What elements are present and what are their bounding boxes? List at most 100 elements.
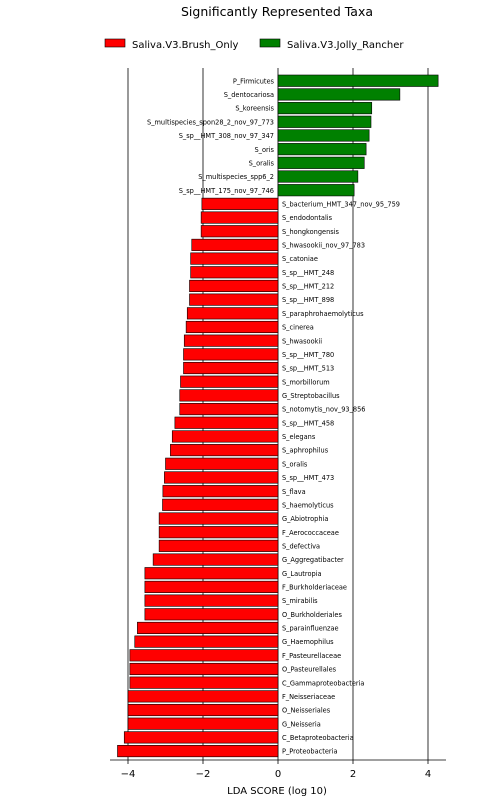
bar-S_dentocariosa [277,88,401,101]
category-label-S_parainfluenzae: S_parainfluenzae [282,625,339,633]
category-label-S_multispecies_spp6_2: S_multispecies_spp6_2 [198,173,274,181]
category-label-S_sp__HMT_780: S_sp__HMT_780 [282,351,334,359]
bar-P_Proteobacteria [117,745,279,758]
category-label-F_Pasteurellaceae: F_Pasteurellaceae [282,652,341,660]
x-axis-label: LDA SCORE (log 10) [227,786,327,797]
category-label-S_cinerea: S_cinerea [282,324,314,332]
bar-G_Abiotrophia [158,512,279,525]
category-label-S_sp__HMT_513: S_sp__HMT_513 [282,365,334,373]
category-label-G_Lautropia: G_Lautropia [282,570,322,578]
chart-title: Significantly Represented Taxa [181,4,373,19]
bar-S_sp__HMT_458 [174,416,279,429]
bar-S_elegans [171,430,279,443]
x-tick-label-1: −2 [196,769,211,780]
bar-S_parainfluenzae [137,621,279,635]
category-label-S_koreensis: S_koreensis [235,105,274,113]
category-label-S_endodontalis: S_endodontalis [282,214,333,222]
bars [117,74,439,758]
bar-S_sp__HMT_248 [190,266,279,279]
bar-F_Burkholderiaceae [144,580,279,593]
category-label-S_sp__HMT_308_nov_97_347: S_sp__HMT_308_nov_97_347 [179,132,274,140]
category-label-S_sp__HMT_458: S_sp__HMT_458 [282,419,334,427]
bar-P_Firmicutes [277,74,439,87]
category-label-S_bacterium_HMT_347_nov_95_759: S_bacterium_HMT_347_nov_95_759 [282,200,400,208]
bar-S_paraphrohaemolyticus [186,307,279,320]
bar-S_oris [277,143,367,156]
x-tick-label-0: −4 [121,769,136,780]
bar-S_sp__HMT_513 [183,361,279,375]
bar-S_notomytis_nov_93_856 [179,403,279,416]
category-label-S_oris: S_oris [255,146,275,154]
bar-S_sp__HMT_780 [183,348,279,361]
bar-C_Betaproteobacteria [123,731,279,744]
category-label-F_Aerococcaceae: F_Aerococcaceae [282,529,339,537]
bar-G_Neisseria [127,717,279,730]
category-label-S_paraphrohaemolyticus: S_paraphrohaemolyticus [282,310,364,318]
bar-S_hongkongensis [200,225,279,238]
bar-S_oralis [277,156,365,169]
legend-label-brush-only: Saliva.V3.Brush_Only [132,40,238,51]
category-label-C_Betaproteobacteria: C_Betaproteobacteria [282,734,354,742]
category-label-S_hwasookii_nov_97_783: S_hwasookii_nov_97_783 [282,242,365,250]
bar-C_Gammaproteobacteria [129,676,279,689]
bar-S_mirabilis [144,594,279,607]
bar-S_multispecies_spon28_2_nov_97_773 [277,115,372,128]
x-tick-label-2: 0 [275,769,281,780]
x-tick-label-3: 2 [350,769,356,780]
category-label-S_morbillorum: S_morbillorum [282,378,330,386]
bar-S_morbillorum [180,375,279,388]
bar-S_sp__HMT_473 [164,471,279,484]
category-label-O_Burkholderiales: O_Burkholderiales [282,611,342,619]
bar-S_sp__HMT_898 [189,293,279,306]
bar-F_Neisseriaceae [127,690,279,703]
bar-G_Lautropia [144,567,279,580]
bar-S_haemolyticus [162,498,279,511]
category-label-S_sp__HMT_175_nov_97_746: S_sp__HMT_175_nov_97_746 [179,187,274,195]
category-label-S_oralis: S_oralis [249,159,275,167]
bar-S_endodontalis [200,211,279,224]
category-label-F_Neisseriaceae: F_Neisseriaceae [282,693,335,701]
bar-G_Streptobacillus [179,389,279,402]
category-label-S_defectiva: S_defectiva [282,542,320,550]
category-label-S_sp__HMT_473: S_sp__HMT_473 [282,474,334,482]
bar-S_defectiva [158,539,279,552]
category-label-F_Burkholderiaceae: F_Burkholderiaceae [282,584,347,592]
category-label-S_elegans: S_elegans [282,433,316,441]
legend-label-jolly-rancher: Saliva.V3.Jolly_Rancher [287,40,404,51]
category-label-S_sp__HMT_212: S_sp__HMT_212 [282,283,334,291]
category-label-S_catoniae: S_catoniae [282,255,318,263]
category-label-S_haemolyticus: S_haemolyticus [282,501,334,509]
legend: Saliva.V3.Brush_Only Saliva.V3.Jolly_Ran… [104,38,404,51]
legend-swatch-brush-only [104,38,126,48]
bar-O_Burkholderiales [144,608,279,621]
category-label-S_aphrophilus: S_aphrophilus [282,447,329,455]
bar-S_sp__HMT_308_nov_97_347 [277,129,370,142]
category-label-S_oralis: S_oralis [282,460,308,468]
category-label-S_mirabilis: S_mirabilis [282,597,318,605]
bar-O_Pasteurellales [129,662,279,676]
category-label-S_dentocariosa: S_dentocariosa [224,91,274,99]
category-label-O_Pasteurellales: O_Pasteurellales [282,666,337,674]
x-tick-label-4: 4 [425,769,431,780]
bar-S_multispecies_spp6_2 [277,170,359,183]
category-label-O_Neisseriales: O_Neisseriales [282,707,331,715]
bar-F_Aerococcaceae [158,526,279,539]
bar-O_Neisseriales [127,703,279,717]
bar-S_hwasookii_nov_97_783 [191,238,279,251]
category-label-G_Haemophilus: G_Haemophilus [282,638,334,646]
category-labels: P_Firmicutes S_dentocariosa S_koreensis S_m… [147,77,400,755]
category-label-P_Proteobacteria: P_Proteobacteria [282,748,338,756]
x-axis: −4 −2 0 2 4 [110,759,446,780]
category-label-G_Abiotrophia: G_Abiotrophia [282,515,328,523]
category-label-S_notomytis_nov_93_856: S_notomytis_nov_93_856 [282,406,365,414]
bar-S_aphrophilus [170,444,279,457]
bar-G_Haemophilus [134,635,279,648]
bar-S_sp__HMT_212 [189,279,279,293]
bar-F_Pasteurellaceae [129,649,279,662]
legend-swatch-jolly-rancher [259,38,281,48]
category-label-S_sp__HMT_248: S_sp__HMT_248 [282,269,334,277]
category-label-G_Neisseria: G_Neisseria [282,720,321,728]
bar-G_Aggregatibacter [152,553,279,566]
